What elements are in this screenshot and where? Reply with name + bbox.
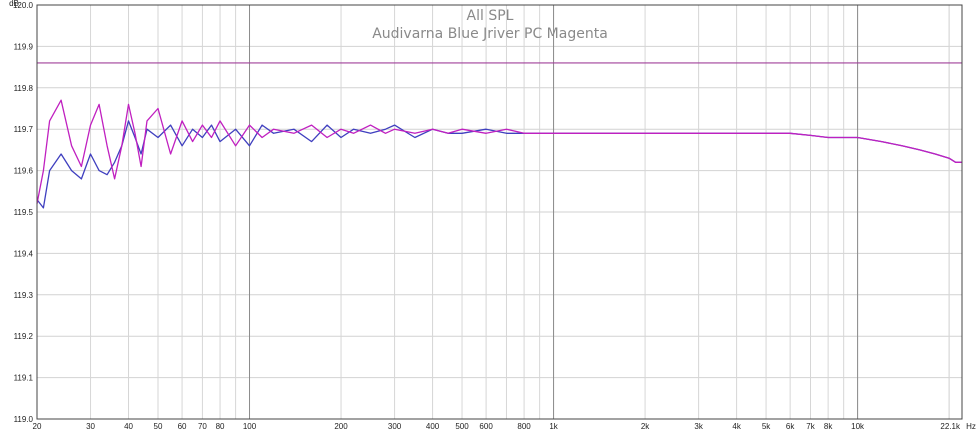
x-tick-label: 20 <box>33 422 42 431</box>
y-tick-label: 119.7 <box>14 125 34 134</box>
series-line-2 <box>36 99 962 204</box>
x-tick-label: 80 <box>216 422 225 431</box>
y-unit-label: dB <box>9 0 19 8</box>
x-tick-label: 600 <box>479 422 493 431</box>
series-line-1 <box>36 120 962 209</box>
x-tick-label: 22.1k <box>940 422 961 431</box>
x-tick-label: 40 <box>124 422 133 431</box>
x-tick-label: 50 <box>154 422 163 431</box>
y-tick-label: 119.2 <box>14 332 34 341</box>
x-tick-label: 300 <box>388 422 402 431</box>
y-tick-label: 119.1 <box>14 374 34 383</box>
y-tick-label: 120.0 <box>13 1 34 10</box>
x-tick-label: 500 <box>455 422 469 431</box>
x-tick-label: 100 <box>243 422 257 431</box>
y-tick-label: 119.5 <box>14 208 34 217</box>
x-tick-label: 7k <box>806 422 815 431</box>
x-tick-label: 400 <box>426 422 440 431</box>
x-tick-label: 6k <box>786 422 795 431</box>
y-tick-label: 119.8 <box>14 84 34 93</box>
y-tick-label: 119.4 <box>14 249 34 258</box>
y-tick-label: 119.9 <box>14 42 34 51</box>
series-group <box>36 99 962 209</box>
plot-frame <box>36 4 963 420</box>
x-tick-label: 1k <box>549 422 558 431</box>
chart-title: All SPL <box>467 8 514 24</box>
x-tick-label: 30 <box>86 422 95 431</box>
x-tick-label: 70 <box>198 422 207 431</box>
x-unit-label: Hz <box>966 422 976 431</box>
x-tick-label: 4k <box>732 422 741 431</box>
x-tick-label: 800 <box>517 422 531 431</box>
y-tick-labels: 120.0 119.9 119.8 119.7 119.6 119.5 119.4 119.3… <box>13 1 34 424</box>
y-tick-label: 119.3 <box>14 291 34 300</box>
x-tick-labels: 20 30 40 50 60 70 80 100 200 300 400 500 600 800 1k 2k 3… <box>33 422 961 431</box>
x-tick-label: 2k <box>641 422 650 431</box>
x-tick-label: 60 <box>178 422 187 431</box>
x-tick-label: 8k <box>824 422 833 431</box>
chart-subtitle: Audivarna Blue Jriver PC Magenta <box>372 26 608 42</box>
x-tick-label: 10k <box>851 422 865 431</box>
grid <box>37 4 962 420</box>
x-tick-label: 5k <box>762 422 771 431</box>
x-tick-label: 200 <box>334 422 348 431</box>
y-tick-label: 119.6 <box>14 167 34 176</box>
x-tick-label: 3k <box>694 422 703 431</box>
y-tick-label: 119.0 <box>14 415 34 424</box>
